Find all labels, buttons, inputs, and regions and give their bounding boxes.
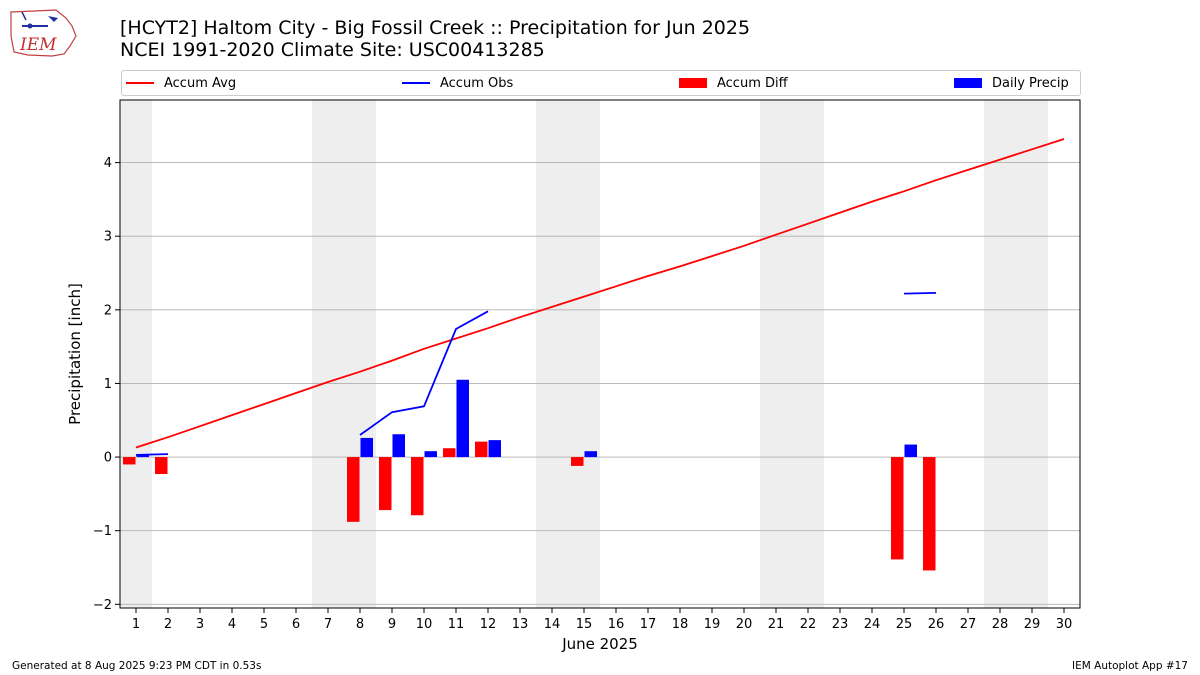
accum-diff-bar [155, 457, 168, 475]
chart-title: [HCYT2] Haltom City - Big Fossil Creek :… [120, 17, 751, 39]
logo-text: IEM [19, 35, 57, 55]
x-tick-label: 12 [480, 617, 497, 632]
x-tick-label: 18 [672, 617, 689, 632]
legend-swatch-accum-avg [126, 82, 154, 84]
y-tick-label: 3 [104, 230, 112, 245]
daily-precip-bar [424, 451, 437, 458]
footer-app: IEM Autoplot App #17 [1072, 660, 1188, 672]
legend-label-accum-avg: Accum Avg [164, 75, 237, 91]
legend-label-daily-precip: Daily Precip [992, 75, 1069, 91]
daily-precip-bar [488, 440, 501, 458]
legend: Accum Avg Accum Obs Accum Diff Daily Pre… [121, 70, 1081, 96]
x-tick-label: 1 [132, 617, 140, 632]
x-tick-label: 16 [608, 617, 625, 632]
grid-lines [120, 162, 1080, 605]
legend-item-accum-avg: Accum Avg [126, 71, 236, 95]
legend-item-accum-diff: Accum Diff [679, 71, 788, 95]
x-tick-label: 9 [388, 617, 396, 632]
x-tick-label: 5 [260, 617, 268, 632]
x-tick-label: 29 [1024, 617, 1041, 632]
footer-generated: Generated at 8 Aug 2025 9:23 PM CDT in 0… [12, 660, 262, 672]
accum-diff-bar [379, 457, 392, 511]
accum-obs-line [359, 310, 489, 436]
daily-precip-bar [584, 451, 597, 458]
x-tick-label: 6 [292, 617, 300, 632]
y-tick-label: −1 [93, 524, 112, 539]
weekend-band [760, 100, 824, 608]
y-tick-label: 2 [104, 303, 112, 318]
x-tick-label: 10 [416, 617, 433, 632]
lines-layer [135, 138, 1065, 456]
x-tick-label: 13 [512, 617, 529, 632]
legend-label-accum-diff: Accum Diff [717, 75, 788, 91]
accum-diff-bar [571, 457, 584, 466]
x-tick-label: 23 [832, 617, 849, 632]
accum-obs-line [135, 453, 169, 456]
legend-swatch-accum-obs [402, 82, 430, 84]
daily-precip-bar [456, 379, 469, 458]
daily-precip-bar [136, 454, 149, 458]
x-tick-label: 7 [324, 617, 332, 632]
x-tick-label: 17 [640, 617, 657, 632]
x-tick-label: 28 [992, 617, 1009, 632]
x-tick-label: 21 [768, 617, 785, 632]
x-tick-label: 26 [928, 617, 945, 632]
iem-logo: IEM [10, 9, 77, 57]
daily-precip-bar [392, 434, 405, 458]
x-tick-label: 19 [704, 617, 721, 632]
accum-diff-bar [443, 448, 456, 458]
daily-precip-bar [360, 437, 373, 458]
x-tick-label: 3 [196, 617, 204, 632]
accum-avg-line [135, 138, 1065, 449]
weekend-band [536, 100, 600, 608]
accum-diff-bar [123, 457, 136, 465]
y-tick-label: −2 [93, 598, 112, 613]
y-axis-label: Precipitation [inch] [66, 283, 84, 425]
accum-diff-bar [411, 457, 424, 516]
x-tick-label: 24 [864, 617, 881, 632]
x-tick-label: 27 [960, 617, 977, 632]
accum-diff-bar [923, 457, 936, 571]
bars-layer [123, 379, 936, 571]
x-tick-label: 20 [736, 617, 753, 632]
legend-swatch-accum-diff [679, 78, 707, 88]
x-tick-label: 8 [356, 617, 364, 632]
x-tick-label: 22 [800, 617, 817, 632]
y-tick-label: 0 [104, 451, 112, 466]
legend-label-accum-obs: Accum Obs [440, 75, 514, 91]
plot-frame [119, 99, 1081, 609]
weekend-bands [120, 100, 1048, 608]
accum-diff-bar [347, 457, 360, 522]
daily-precip-bar [904, 444, 917, 458]
accum-diff-bar [891, 457, 904, 560]
x-tick-label: 15 [576, 617, 593, 632]
x-tick-label: 25 [896, 617, 913, 632]
x-axis-label: June 2025 [561, 635, 638, 653]
legend-swatch-daily-precip [954, 78, 982, 88]
y-tick-label: 1 [104, 377, 112, 392]
legend-item-daily-precip: Daily Precip [954, 71, 1069, 95]
y-tick-label: 4 [104, 156, 112, 171]
accum-diff-bar [475, 441, 488, 458]
weekend-band [120, 100, 152, 608]
x-tick-label: 2 [164, 617, 172, 632]
weekend-band [312, 100, 376, 608]
legend-item-accum-obs: Accum Obs [402, 71, 513, 95]
x-tick-label: 11 [448, 617, 465, 632]
x-tick-label: 4 [228, 617, 236, 632]
weekend-band [984, 100, 1048, 608]
x-tick-label: 30 [1056, 617, 1073, 632]
chart-subtitle: NCEI 1991-2020 Climate Site: USC00413285 [120, 39, 545, 61]
x-tick-label: 14 [544, 617, 561, 632]
accum-obs-line [903, 292, 937, 295]
